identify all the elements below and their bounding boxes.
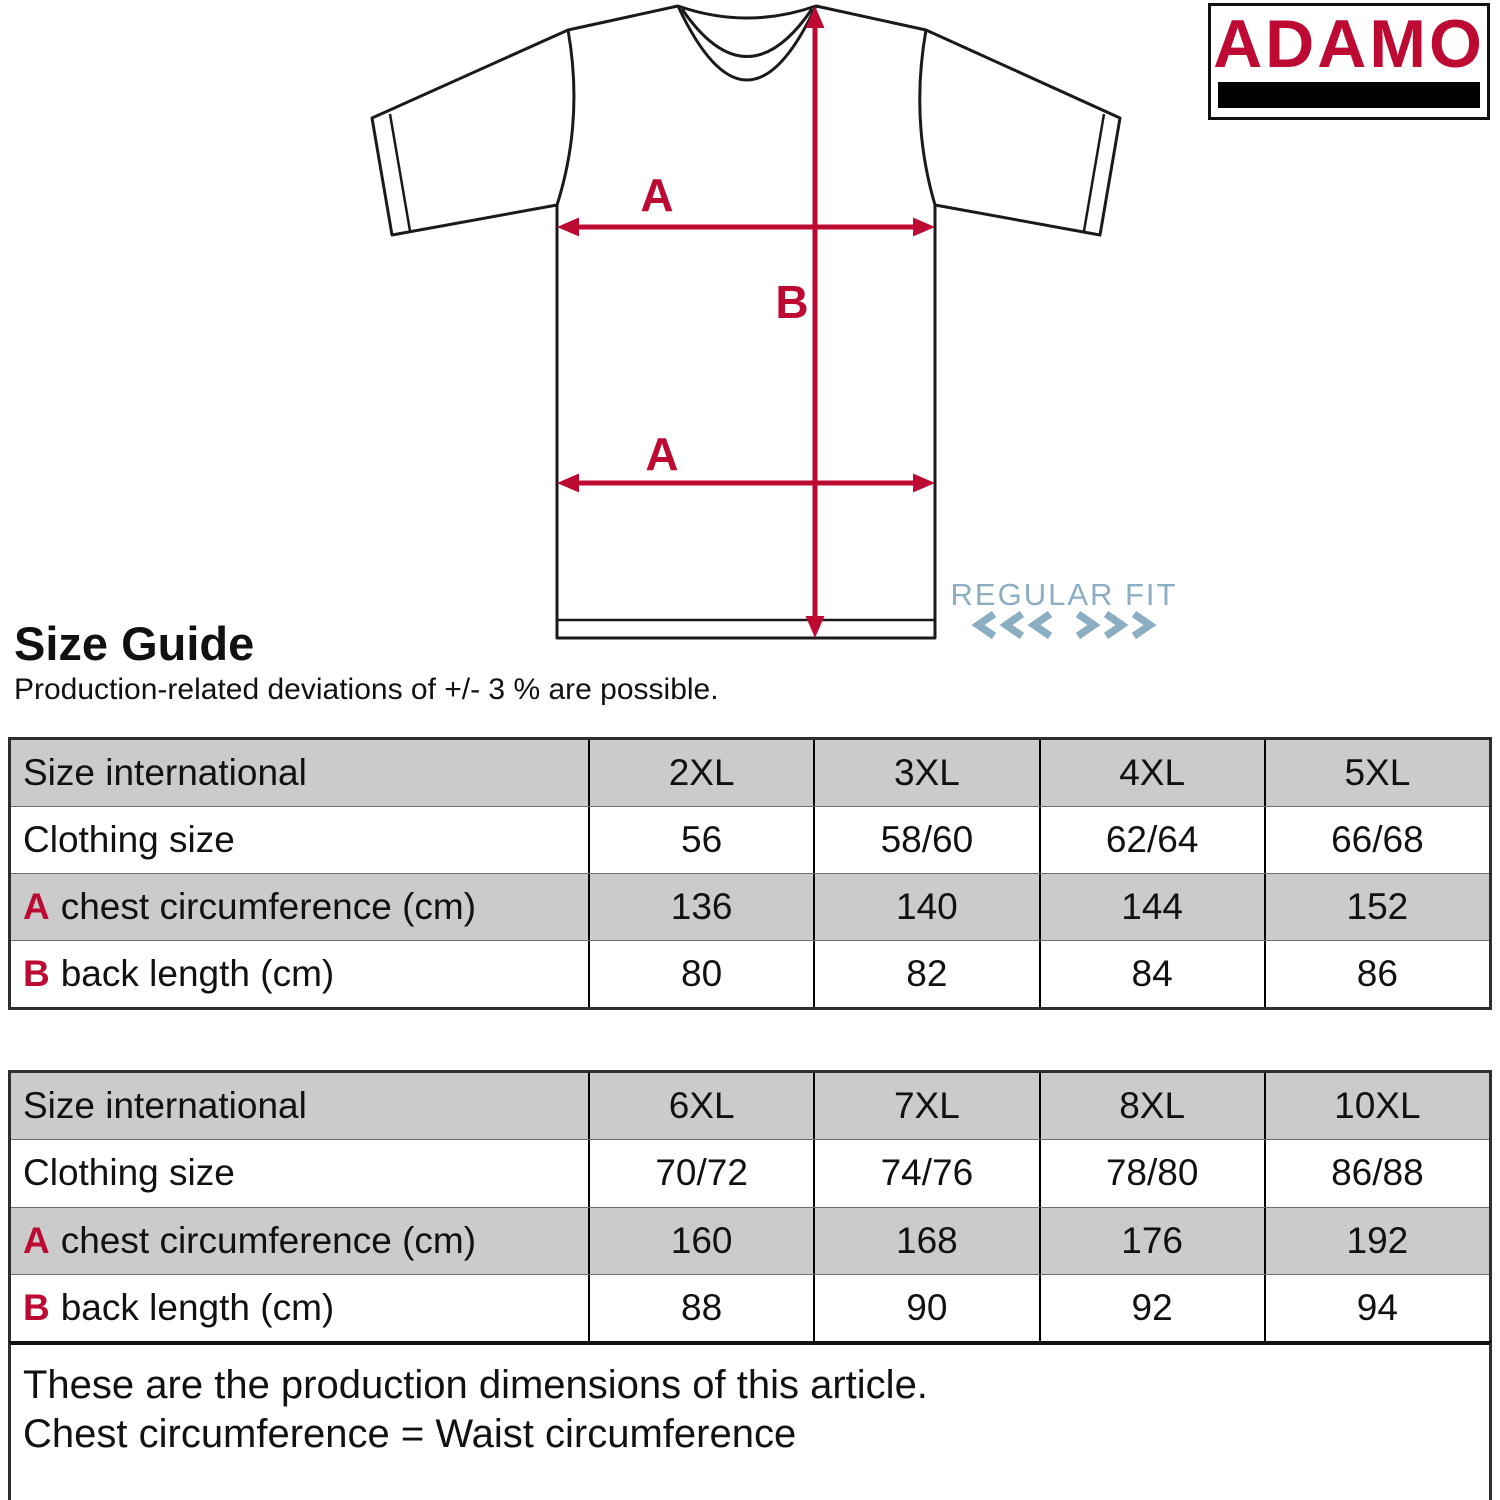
- size-cell: 82: [813, 941, 1038, 1007]
- deviation-note: Production-related deviations of +/- 3 %…: [14, 673, 719, 706]
- dimension-label-b: B: [775, 276, 808, 328]
- table-row: B back length (cm) 80 82 84 86: [11, 940, 1489, 1007]
- row-label: Size international: [23, 752, 307, 793]
- size-cell: 144: [1038, 874, 1264, 940]
- size-cell: 160: [588, 1207, 813, 1274]
- production-note-line1: These are the production dimensions of t…: [23, 1363, 928, 1407]
- row-label-text: back length (cm): [60, 953, 335, 994]
- size-cell: 2XL: [588, 740, 813, 806]
- size-cell: 4XL: [1038, 740, 1264, 806]
- tshirt-measurement-diagram: A A B REGULAR FIT: [370, 4, 1178, 640]
- size-cell: 6XL: [588, 1073, 813, 1140]
- size-cell: 94: [1263, 1274, 1489, 1341]
- armhole-seam-left: [555, 29, 576, 206]
- table-row: Size international 6XL 7XL 8XL 10XL: [11, 1073, 1489, 1140]
- chest-width-arrow: A: [557, 169, 935, 237]
- size-cell: 84: [1038, 941, 1264, 1007]
- dimension-key-a: A: [23, 1219, 50, 1261]
- size-cell: 140: [813, 874, 1038, 940]
- back-length-arrow: B: [775, 6, 825, 638]
- dimension-key-b: B: [23, 1286, 50, 1328]
- row-label: Clothing size: [23, 1152, 235, 1194]
- size-table-1: Size international 2XL 3XL 4XL 5XL Cloth…: [8, 737, 1492, 1010]
- row-label-text: chest circumference (cm): [60, 886, 477, 927]
- size-cell: 58/60: [813, 807, 1038, 873]
- dimension-label-a-top: A: [640, 169, 673, 221]
- size-cell: 168: [813, 1207, 1038, 1274]
- table-row: A chest circumference (cm) 160 168 176 1…: [11, 1206, 1489, 1274]
- dimension-key-b: B: [23, 953, 50, 994]
- adamo-logo: ADAMO: [1208, 3, 1490, 120]
- size-cell: 80: [588, 941, 813, 1007]
- cuff-seam-left: [388, 113, 412, 232]
- size-cell: 86: [1263, 941, 1489, 1007]
- collar-inner-seam: [680, 8, 814, 58]
- table-row: Size international 2XL 3XL 4XL 5XL: [11, 740, 1489, 806]
- size-cell: 90: [813, 1274, 1038, 1341]
- size-cell: 66/68: [1263, 807, 1489, 873]
- dimension-label-a-bottom: A: [645, 428, 678, 480]
- size-table-2: Size international 6XL 7XL 8XL 10XL Clot…: [8, 1070, 1492, 1344]
- row-label-text: chest circumference (cm): [60, 1219, 477, 1261]
- armhole-seam-right: [918, 29, 937, 206]
- size-cell: 10XL: [1263, 1073, 1489, 1140]
- hem-width-arrow: A: [557, 428, 935, 493]
- size-cell: 56: [588, 807, 813, 873]
- tshirt-silhouette: [370, 4, 1122, 640]
- table-row: Clothing size 56 58/60 62/64 66/68: [11, 806, 1489, 873]
- adamo-logo-text: ADAMO: [1213, 6, 1485, 82]
- size-cell: 152: [1263, 874, 1489, 940]
- adamo-logo-bar: [1218, 82, 1480, 108]
- size-cell: 136: [588, 874, 813, 940]
- row-label: A chest circumference (cm): [11, 1208, 588, 1274]
- row-label: B back length (cm): [11, 941, 588, 1007]
- size-cell: 78/80: [1038, 1140, 1264, 1207]
- size-cell: 74/76: [813, 1140, 1038, 1207]
- row-label: Size international: [23, 1085, 307, 1127]
- size-cell: 8XL: [1038, 1073, 1264, 1140]
- table-row: A chest circumference (cm) 136 140 144 1…: [11, 873, 1489, 940]
- size-cell: 176: [1038, 1207, 1264, 1274]
- production-note-line2: Chest circumference = Waist circumferenc…: [23, 1412, 797, 1456]
- regular-fit-label: REGULAR FIT: [951, 577, 1178, 612]
- size-cell: 5XL: [1263, 740, 1489, 806]
- size-cell: 88: [588, 1274, 813, 1341]
- page-title: Size Guide: [14, 617, 255, 670]
- row-label-text: back length (cm): [60, 1286, 335, 1328]
- size-cell: 70/72: [588, 1140, 813, 1207]
- row-label: A chest circumference (cm): [11, 874, 588, 940]
- size-cell: 92: [1038, 1274, 1264, 1341]
- regular-fit-badge: REGULAR FIT: [951, 577, 1178, 640]
- chevrons-right-icon: [1075, 610, 1157, 640]
- size-cell: 7XL: [813, 1073, 1038, 1140]
- size-cell: 3XL: [813, 740, 1038, 806]
- size-cell: 62/64: [1038, 807, 1264, 873]
- size-cell: 192: [1263, 1207, 1489, 1274]
- tshirt-outline-drawing: [370, 4, 1122, 640]
- cuff-seam-right: [1082, 113, 1106, 232]
- table-row: Clothing size 70/72 74/76 78/80 86/88: [11, 1139, 1489, 1207]
- table-row: B back length (cm) 88 90 92 94: [11, 1273, 1489, 1341]
- row-label: Clothing size: [23, 819, 235, 860]
- size-cell: 86/88: [1263, 1140, 1489, 1207]
- chevrons-left-icon: [971, 610, 1053, 640]
- production-note-box: These are the production dimensions of t…: [8, 1341, 1492, 1500]
- collar-outer-seam: [676, 5, 818, 82]
- dimension-key-a: A: [23, 886, 50, 927]
- row-label: B back length (cm): [11, 1275, 588, 1341]
